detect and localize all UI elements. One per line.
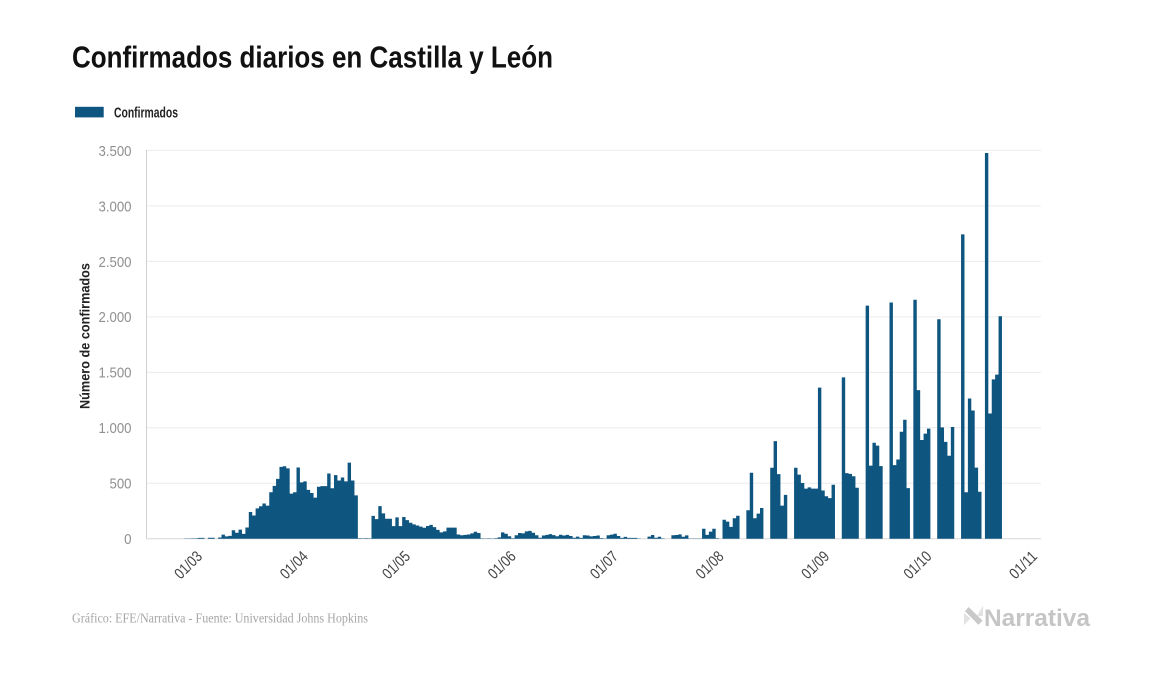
svg-text:Confirmados diarios en Castill: Confirmados diarios en Castilla y León: [72, 41, 553, 75]
svg-text:3.500: 3.500: [99, 143, 132, 160]
svg-text:1.000: 1.000: [99, 420, 132, 437]
svg-text:2.500: 2.500: [99, 254, 132, 271]
svg-text:Número de confirmados: Número de confirmados: [77, 263, 93, 409]
svg-text:1.500: 1.500: [99, 365, 132, 382]
svg-text:500: 500: [110, 476, 132, 493]
svg-text:2.000: 2.000: [99, 309, 132, 326]
svg-text:Confirmados: Confirmados: [114, 106, 178, 122]
svg-text:Narrativa: Narrativa: [984, 605, 1091, 632]
svg-text:0: 0: [124, 531, 131, 548]
svg-text:Gráfico: EFE/Narrativa - Fuent: Gráfico: EFE/Narrativa - Fuente: Univers…: [72, 611, 368, 626]
svg-text:3.000: 3.000: [99, 198, 132, 215]
